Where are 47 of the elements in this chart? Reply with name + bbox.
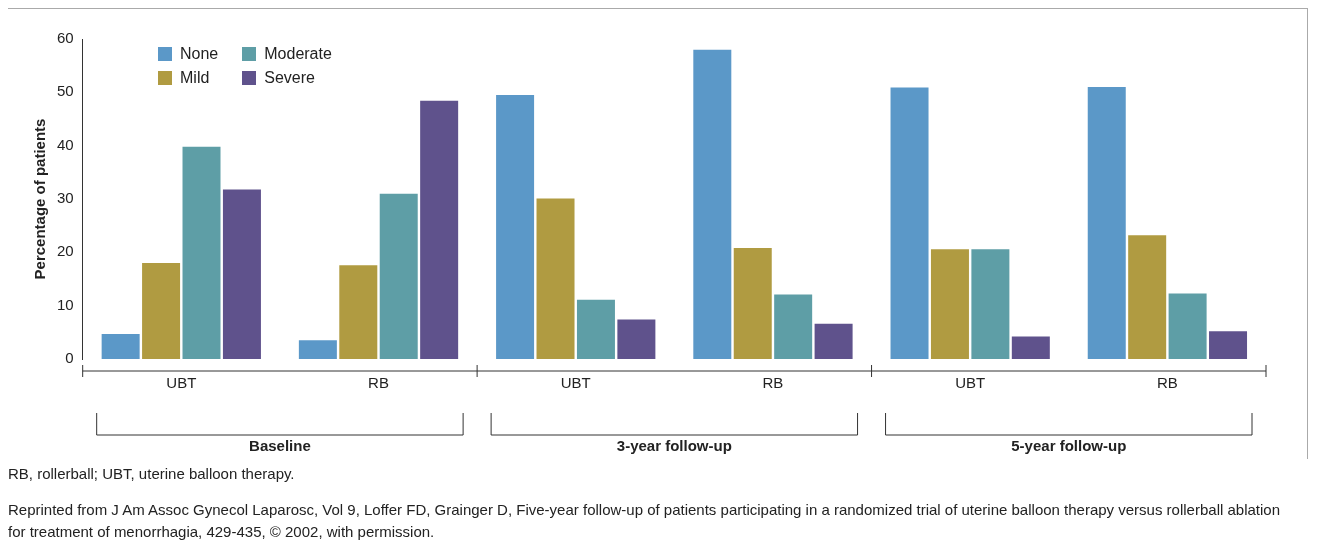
bar	[1168, 293, 1207, 359]
y-axis-title: Percentage of patients	[31, 118, 49, 280]
bar	[142, 263, 181, 359]
legend-label: None	[180, 45, 219, 63]
y-tick-label: 30	[57, 189, 74, 207]
bar	[101, 333, 140, 359]
bar	[576, 299, 615, 359]
bar	[339, 265, 378, 359]
y-tick-label: 50	[57, 82, 74, 100]
x-tick-label: RB	[368, 374, 389, 392]
bar	[890, 87, 929, 359]
y-tick-label: 60	[57, 29, 74, 47]
bar	[930, 249, 969, 359]
text: Reprinted from J Am Assoc Gynecol Laparosc, Vol 9, Loffer FD, Grainger D, Five-year follow-up of patients participating in a randomized trial of uterine balloon therapy versus rollerball ablation for treatment of menorrhagia, 429-435, © 2002, with permission.	[8, 500, 1282, 542]
x-tick-label: RB	[1156, 374, 1178, 392]
x-tick-label: UBT	[166, 374, 197, 392]
bar	[693, 49, 732, 359]
bar	[617, 319, 656, 359]
text: RB, rollerball; UBT, uterine balloon therapy.	[8, 464, 296, 484]
legend-label: Severe	[264, 69, 315, 87]
bar	[971, 249, 1010, 359]
bar	[774, 294, 813, 359]
bar	[1209, 331, 1248, 359]
bar	[379, 193, 418, 359]
y-tick-label: 0	[65, 349, 74, 367]
bar	[733, 248, 772, 359]
bar	[420, 100, 459, 359]
y-tick-label: 40	[57, 135, 74, 153]
bar	[1011, 336, 1050, 359]
bar	[1087, 87, 1126, 359]
bar	[222, 189, 261, 359]
y-tick-label: 20	[57, 242, 74, 260]
legend-label: Mild	[180, 69, 210, 87]
bar	[536, 198, 575, 359]
bar	[1128, 235, 1167, 359]
x-tick-label: RB	[762, 374, 784, 392]
bar	[182, 146, 221, 359]
x-tick-label: UBT	[955, 374, 986, 392]
y-tick-label: 10	[57, 295, 74, 313]
bar	[496, 95, 535, 359]
text: 3-year follow-up	[616, 436, 732, 454]
x-tick-label: UBT	[560, 374, 591, 392]
bar	[814, 323, 853, 359]
text: Baseline	[249, 436, 311, 454]
bar	[298, 340, 337, 359]
text: 5-year follow-up	[1011, 436, 1127, 454]
legend-label: Moderate	[264, 45, 332, 63]
